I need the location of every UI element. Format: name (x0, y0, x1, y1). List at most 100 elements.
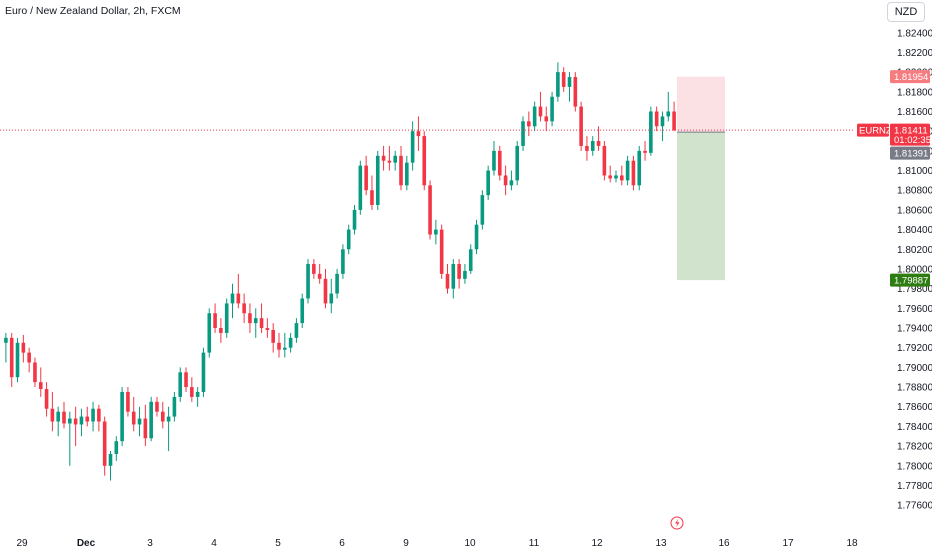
candle-body (352, 209, 357, 230)
candle-body (608, 175, 612, 179)
candles-layer (4, 62, 676, 481)
candle-body (480, 195, 485, 225)
candle-body (422, 136, 427, 186)
candle-body (213, 313, 217, 329)
x-tick-label: 17 (782, 538, 794, 549)
candle-body (625, 160, 630, 181)
symbol-tag: EURNZD (859, 126, 899, 137)
candle-body (561, 72, 566, 87)
candle-body (224, 303, 229, 333)
candle-body (277, 342, 281, 350)
candle-body (85, 416, 90, 422)
y-tick-label: 1.79800 (897, 284, 932, 295)
y-tick-label: 1.80400 (897, 225, 932, 236)
y-tick-label: 1.78400 (897, 422, 932, 433)
candle-body (346, 229, 351, 250)
candle-body (620, 175, 624, 181)
last-price-tag: 1.81411 (894, 126, 928, 137)
candle-body (265, 328, 270, 330)
y-tick-label: 1.81000 (897, 166, 932, 177)
y-tick-label: 1.77600 (897, 501, 932, 512)
candle-body (172, 396, 177, 417)
candle-body (451, 264, 456, 289)
candle-body (486, 170, 490, 196)
candle-body (312, 264, 316, 274)
y-tick-label: 1.77800 (897, 481, 932, 492)
candle-body (556, 72, 560, 97)
candle-body (538, 106, 543, 117)
candle-body (654, 111, 659, 127)
stop-price-tag-bg (890, 70, 930, 84)
candle-body (649, 111, 653, 153)
candle-body (73, 418, 78, 425)
take-profit-zone (677, 132, 725, 281)
candle-body (149, 401, 153, 439)
candle-body (602, 145, 607, 176)
candle-body (567, 77, 572, 87)
currency-button[interactable]: NZD (887, 2, 925, 22)
candle-body (527, 121, 531, 127)
target-price-tag: 1.79887 (894, 276, 928, 287)
candle-body (585, 145, 589, 151)
candle-body (387, 160, 392, 163)
candle-body (428, 185, 432, 235)
candle-body (114, 441, 119, 454)
candle-body (341, 249, 345, 274)
candle-body (253, 318, 258, 324)
candle-body (271, 329, 275, 343)
x-tick-label: 5 (275, 538, 281, 549)
candle-body (410, 131, 415, 163)
candle-body (50, 408, 55, 422)
entry-price-tag-bg (890, 146, 930, 160)
candle-body (573, 77, 578, 107)
y-tick-label: 1.81600 (897, 107, 932, 118)
y-tick-label: 1.80000 (897, 264, 932, 275)
candle-body (596, 141, 601, 146)
candle-body (15, 342, 20, 378)
candle-body (643, 150, 647, 153)
candle-body (230, 293, 235, 304)
y-tick-label: 1.79600 (897, 304, 932, 315)
candle-body (27, 352, 31, 363)
candle-body (137, 418, 142, 425)
candle-body (468, 249, 473, 271)
entry-price-tag: 1.81391 (894, 149, 928, 160)
symbol-tag-bg (857, 123, 889, 137)
candle-body (375, 155, 380, 205)
candle-body (660, 116, 665, 127)
candle-body (259, 318, 264, 329)
candle-body (102, 421, 107, 466)
candle-body (306, 264, 310, 299)
candle-body (62, 411, 66, 424)
candle-body (317, 273, 322, 279)
candle-body (207, 313, 212, 353)
stop-price-tag: 1.81954 (894, 72, 928, 83)
candle-body (178, 372, 183, 397)
candle-body (44, 389, 49, 409)
candle-body (184, 372, 188, 388)
price-axis: 1.824001.822001.820001.818001.816001.814… (897, 28, 932, 511)
x-tick-label: 13 (655, 538, 667, 549)
last-price-tag-bg (890, 123, 930, 146)
y-tick-label: 1.78200 (897, 442, 932, 453)
candle-body (160, 411, 165, 422)
lightning-icon[interactable] (670, 516, 684, 530)
candle-body (503, 175, 508, 186)
y-tick-label: 1.79200 (897, 343, 932, 354)
candle-body (68, 418, 72, 424)
y-tick-label: 1.81800 (897, 87, 932, 98)
candle-body (364, 165, 368, 191)
y-tick-label: 1.79000 (897, 363, 932, 374)
y-tick-label: 1.78000 (897, 461, 932, 472)
candle-body (79, 416, 84, 425)
candle-body (38, 382, 43, 390)
candle-body (143, 418, 148, 439)
candle-body (521, 121, 525, 146)
candle-body (294, 323, 299, 338)
candle-body (497, 150, 502, 176)
candle-body (457, 264, 461, 279)
candle-body (21, 342, 26, 353)
